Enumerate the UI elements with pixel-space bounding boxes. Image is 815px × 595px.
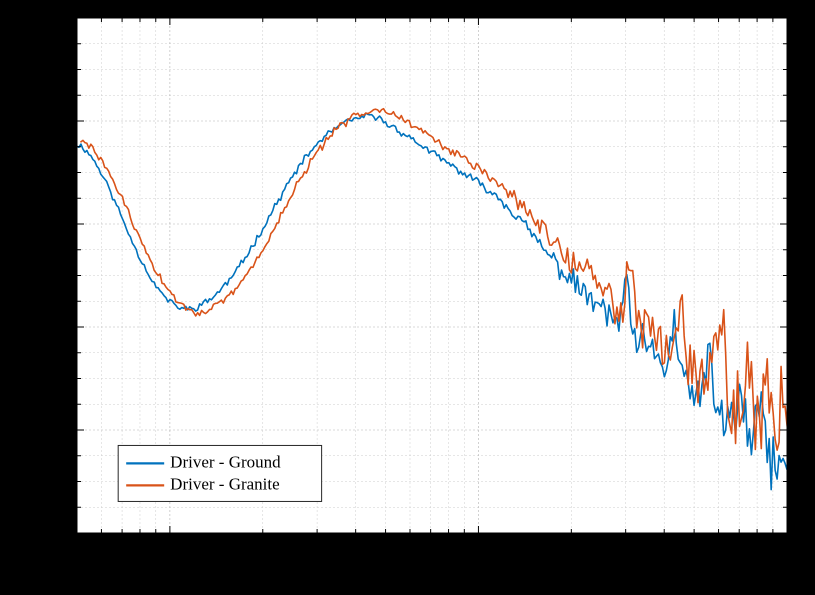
chart-root: Driver - Ground Driver - Granite: [0, 0, 815, 590]
legend-label-1: Driver - Granite: [170, 474, 280, 493]
legend-label-0: Driver - Ground: [170, 452, 281, 471]
legend: Driver - Ground Driver - Granite: [118, 445, 321, 501]
chart-svg: Driver - Ground Driver - Granite: [0, 0, 815, 590]
